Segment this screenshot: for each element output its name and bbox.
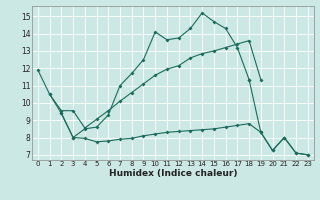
X-axis label: Humidex (Indice chaleur): Humidex (Indice chaleur) [108, 169, 237, 178]
